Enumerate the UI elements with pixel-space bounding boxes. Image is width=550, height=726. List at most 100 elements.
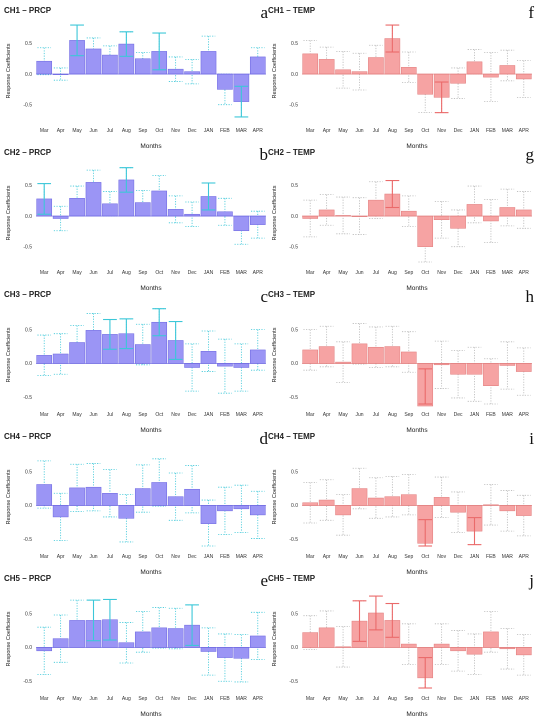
x-tick-label: FEB (486, 412, 496, 418)
bar-JAN (200, 51, 217, 75)
bar-JAN (466, 61, 483, 75)
x-tick-label: Sep (138, 412, 147, 418)
x-tick-label: APR (519, 128, 530, 134)
x-tick-label: Jul (107, 128, 113, 134)
x-tick-label: Jun (355, 128, 363, 134)
bar-May (69, 198, 85, 217)
bar-Sep (134, 631, 151, 648)
bar-FEB (217, 363, 233, 367)
bar-Aug (384, 346, 401, 364)
x-tick-label: Nov (171, 128, 180, 134)
y-tick-label: 0.0 (291, 645, 298, 651)
y-axis-label: Response Coefficients (272, 43, 278, 98)
bar-Apr (52, 215, 69, 219)
x-tick-label: Mar (40, 270, 49, 276)
panel-letter: c (260, 287, 268, 306)
y-tick-label: 0.0 (291, 361, 298, 367)
x-tick-label: Mar (306, 270, 315, 276)
x-tick-label: Apr (323, 696, 331, 702)
bar-JAN (200, 351, 217, 364)
panel-title: CH4 – TEMP (268, 432, 316, 441)
x-tick-label: Apr (57, 412, 65, 418)
bar-MAR (499, 505, 516, 512)
bar-Nov (167, 68, 184, 75)
x-tick-label: APR (253, 412, 264, 418)
bar-Jun (351, 71, 368, 75)
x-tick-label: May (338, 270, 348, 276)
bar-Jun (85, 330, 102, 364)
x-tick-label: May (338, 696, 348, 702)
x-tick-label: FEB (486, 554, 496, 560)
x-tick-label: MAR (502, 554, 514, 560)
bar-APR (249, 635, 266, 648)
bar-Oct (417, 215, 434, 247)
bar-Apr (52, 638, 69, 648)
x-tick-label: May (338, 554, 348, 560)
x-tick-label: MAR (502, 412, 514, 418)
panel-g: CH2 – TEMP g Response Coefficients -0.5 0.0 0… (268, 145, 535, 292)
bar-Jun (85, 486, 102, 506)
bar-Dec (450, 505, 466, 513)
y-tick-label: -0.5 (289, 537, 298, 543)
x-axis-label: Months (140, 569, 162, 576)
y-axis-label: Response Coefficients (272, 327, 278, 382)
x-tick-label: Mar (40, 412, 49, 418)
x-tick-label: Dec (188, 412, 197, 418)
panel-letter: i (529, 429, 534, 448)
x-tick-label: Dec (188, 128, 197, 134)
panel-title: CH5 – PRCP (4, 574, 52, 583)
x-axis-label: Months (140, 143, 162, 150)
y-tick-label: -0.5 (289, 679, 298, 685)
x-tick-label: MAR (236, 554, 248, 560)
x-tick-label: May (72, 412, 82, 418)
bar-Mar (302, 53, 319, 75)
bar-Apr (318, 627, 335, 648)
x-tick-label: JAN (470, 696, 480, 702)
x-tick-label: Nov (171, 412, 180, 418)
bar-FEB (217, 73, 233, 90)
x-tick-label: Jul (373, 554, 379, 560)
y-tick-label: 0.5 (291, 183, 298, 189)
x-tick-label: FEB (220, 270, 230, 276)
x-axis-label: Months (406, 569, 428, 576)
x-tick-label: APR (519, 696, 530, 702)
bar-Aug (384, 496, 401, 506)
bar-Aug (118, 642, 135, 648)
bar-Sep (400, 67, 417, 75)
panel-letter: h (526, 287, 535, 306)
x-tick-label: JAN (204, 270, 214, 276)
bar-Oct (151, 482, 168, 506)
bar-APR (249, 505, 266, 516)
x-tick-label: Jun (355, 270, 363, 276)
bar-Sep (134, 58, 151, 75)
bar-Jul (368, 346, 384, 364)
panel-title: CH3 – TEMP (268, 290, 316, 299)
x-tick-label: Jun (89, 412, 97, 418)
x-tick-label: Aug (388, 554, 397, 560)
x-tick-label: May (72, 270, 82, 276)
y-tick-label: 0.5 (25, 327, 32, 333)
x-tick-label: Jun (355, 554, 363, 560)
bar-FEB (217, 647, 233, 658)
y-axis-label: Response Coefficients (272, 469, 278, 524)
panel-letter: b (260, 145, 269, 164)
panel-a: CH1 – PRCP a Response Coefficients -0.5 0.0 0… (4, 3, 268, 150)
x-tick-label: JAN (204, 554, 214, 560)
x-tick-label: Dec (188, 270, 197, 276)
x-tick-label: FEB (486, 696, 496, 702)
x-axis-label: Months (140, 711, 162, 718)
x-tick-label: Oct (155, 412, 163, 418)
bar-Oct (151, 627, 168, 648)
bar-Nov (433, 497, 450, 506)
bar-APR (249, 349, 266, 364)
x-tick-label: Nov (437, 270, 446, 276)
bar-MAR (233, 215, 250, 232)
x-tick-label: Jul (107, 412, 113, 418)
x-tick-label: Sep (404, 696, 413, 702)
y-tick-label: -0.5 (289, 102, 298, 108)
y-axis-label: Response Coefficients (6, 185, 12, 240)
y-tick-label: -0.5 (23, 537, 32, 543)
x-tick-label: Sep (138, 554, 147, 560)
panel-letter: j (528, 571, 534, 590)
y-tick-label: 0.5 (25, 469, 32, 475)
